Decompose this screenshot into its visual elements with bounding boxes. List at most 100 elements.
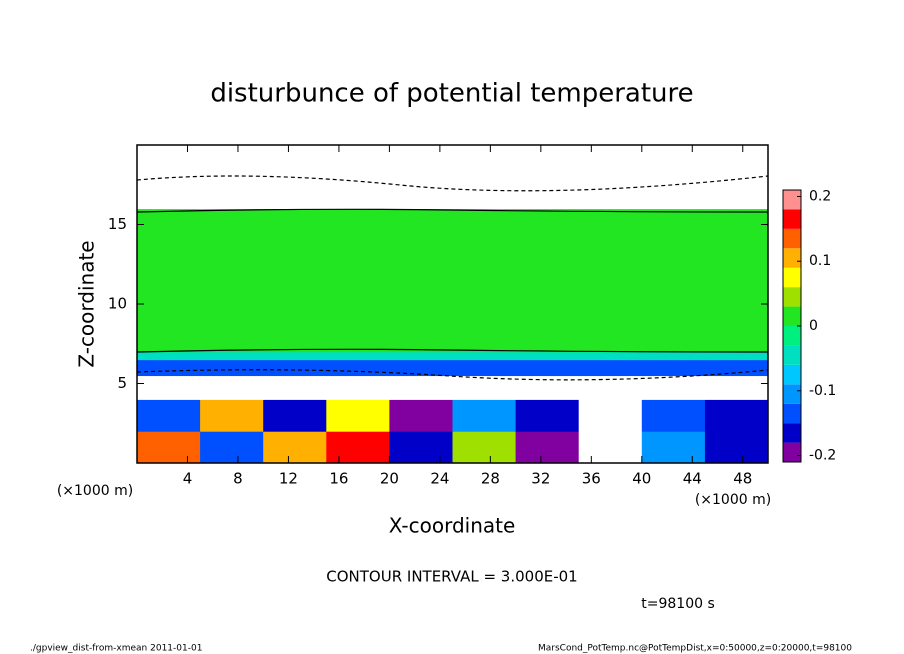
cell — [137, 208, 201, 353]
x-tick-label: 36 — [582, 470, 601, 488]
cell — [452, 375, 517, 400]
cell — [137, 351, 201, 361]
contour-line — [136, 208, 769, 213]
cell — [515, 431, 580, 464]
cell — [704, 351, 769, 361]
x-tick-label: 48 — [733, 470, 752, 488]
colorbar-bin — [783, 326, 801, 346]
cell — [326, 431, 390, 464]
cell — [452, 431, 517, 464]
cell — [704, 208, 769, 353]
cell — [326, 359, 390, 377]
cell — [200, 351, 264, 361]
footer-left: ./gpview_dist-from-xmean 2011-01-01 — [30, 644, 202, 654]
cell — [389, 359, 453, 377]
colorbar-bin — [783, 228, 801, 249]
x-tick-label: 44 — [683, 470, 702, 488]
colorbar-bin — [783, 306, 801, 326]
y-unit-label: (×1000 m) — [57, 483, 133, 499]
y-axis-label: Z-coordinate — [75, 240, 99, 367]
cell — [515, 375, 580, 400]
cell — [641, 208, 706, 353]
cell — [263, 351, 327, 361]
colorbar-bin — [783, 248, 801, 268]
cell — [326, 375, 390, 400]
y-tick-label: 5 — [117, 374, 127, 392]
cell — [704, 431, 769, 464]
cell — [263, 145, 327, 210]
colorbar-bin — [783, 190, 801, 210]
cell — [704, 399, 769, 432]
colorbar-bin — [783, 345, 801, 365]
colorbar-bin — [783, 423, 801, 443]
cell — [263, 359, 327, 377]
colorbar-tick-label: 0 — [809, 318, 818, 334]
cell — [515, 351, 580, 361]
cell — [578, 351, 643, 361]
cell — [389, 145, 453, 210]
cell — [452, 399, 517, 432]
cell — [641, 351, 706, 361]
cell — [263, 375, 327, 400]
x-tick-label: 8 — [233, 470, 243, 488]
cell — [389, 431, 453, 464]
colorbar-bin — [783, 403, 801, 424]
cell — [326, 351, 390, 361]
cell — [200, 375, 264, 400]
cell — [452, 359, 517, 377]
cell — [452, 208, 517, 353]
contour-line — [136, 348, 769, 353]
cell — [200, 145, 264, 210]
footer-right: MarsCond_PotTemp.nc@PotTempDist,x=0:5000… — [538, 644, 852, 654]
colorbar-tick-label: 0.2 — [809, 188, 831, 204]
field — [137, 145, 769, 464]
colorbar-bin — [783, 442, 801, 462]
cell — [326, 208, 390, 353]
cell — [641, 359, 706, 377]
cell — [263, 208, 327, 353]
cell — [389, 208, 453, 353]
cell — [326, 145, 390, 210]
cell — [389, 351, 453, 361]
cell — [200, 431, 264, 464]
cell — [704, 145, 769, 210]
cell — [515, 359, 580, 377]
time-label: t=98100 s — [641, 596, 715, 612]
cell — [137, 375, 201, 400]
cell — [641, 375, 706, 400]
x-tick-label: 4 — [183, 470, 193, 488]
cell — [641, 431, 706, 464]
cell — [578, 359, 643, 377]
colorbar-bin — [783, 287, 801, 307]
colorbar-bin — [783, 384, 801, 404]
x-tick-label: 16 — [329, 470, 348, 488]
cell — [704, 359, 769, 377]
cell — [578, 431, 643, 464]
cell — [137, 145, 201, 210]
cell — [326, 399, 390, 432]
contour-interval: CONTOUR INTERVAL = 3.000E-01 — [326, 568, 577, 586]
cell — [515, 208, 580, 353]
colorbar-bin — [783, 209, 801, 229]
cell — [578, 375, 643, 400]
x-axis-label: X-coordinate — [389, 514, 516, 538]
cell — [137, 399, 201, 432]
cell — [389, 399, 453, 432]
colorbar-tick-label: -0.2 — [809, 448, 836, 464]
cell — [200, 399, 264, 432]
contours — [136, 175, 769, 381]
y-tick-label: 10 — [108, 295, 127, 313]
cell — [389, 375, 453, 400]
cell — [452, 351, 517, 361]
colorbar-tick-label: 0.1 — [809, 253, 831, 269]
colorbar-tick-label: -0.1 — [809, 383, 836, 399]
cell — [515, 399, 580, 432]
colorbar-bin — [783, 364, 801, 385]
contour-line — [136, 369, 769, 381]
cell — [200, 359, 264, 377]
cell — [641, 399, 706, 432]
cell — [452, 145, 517, 210]
cell — [641, 145, 706, 210]
cell — [137, 359, 201, 377]
chart-title: disturbunce of potential temperature — [210, 79, 693, 109]
